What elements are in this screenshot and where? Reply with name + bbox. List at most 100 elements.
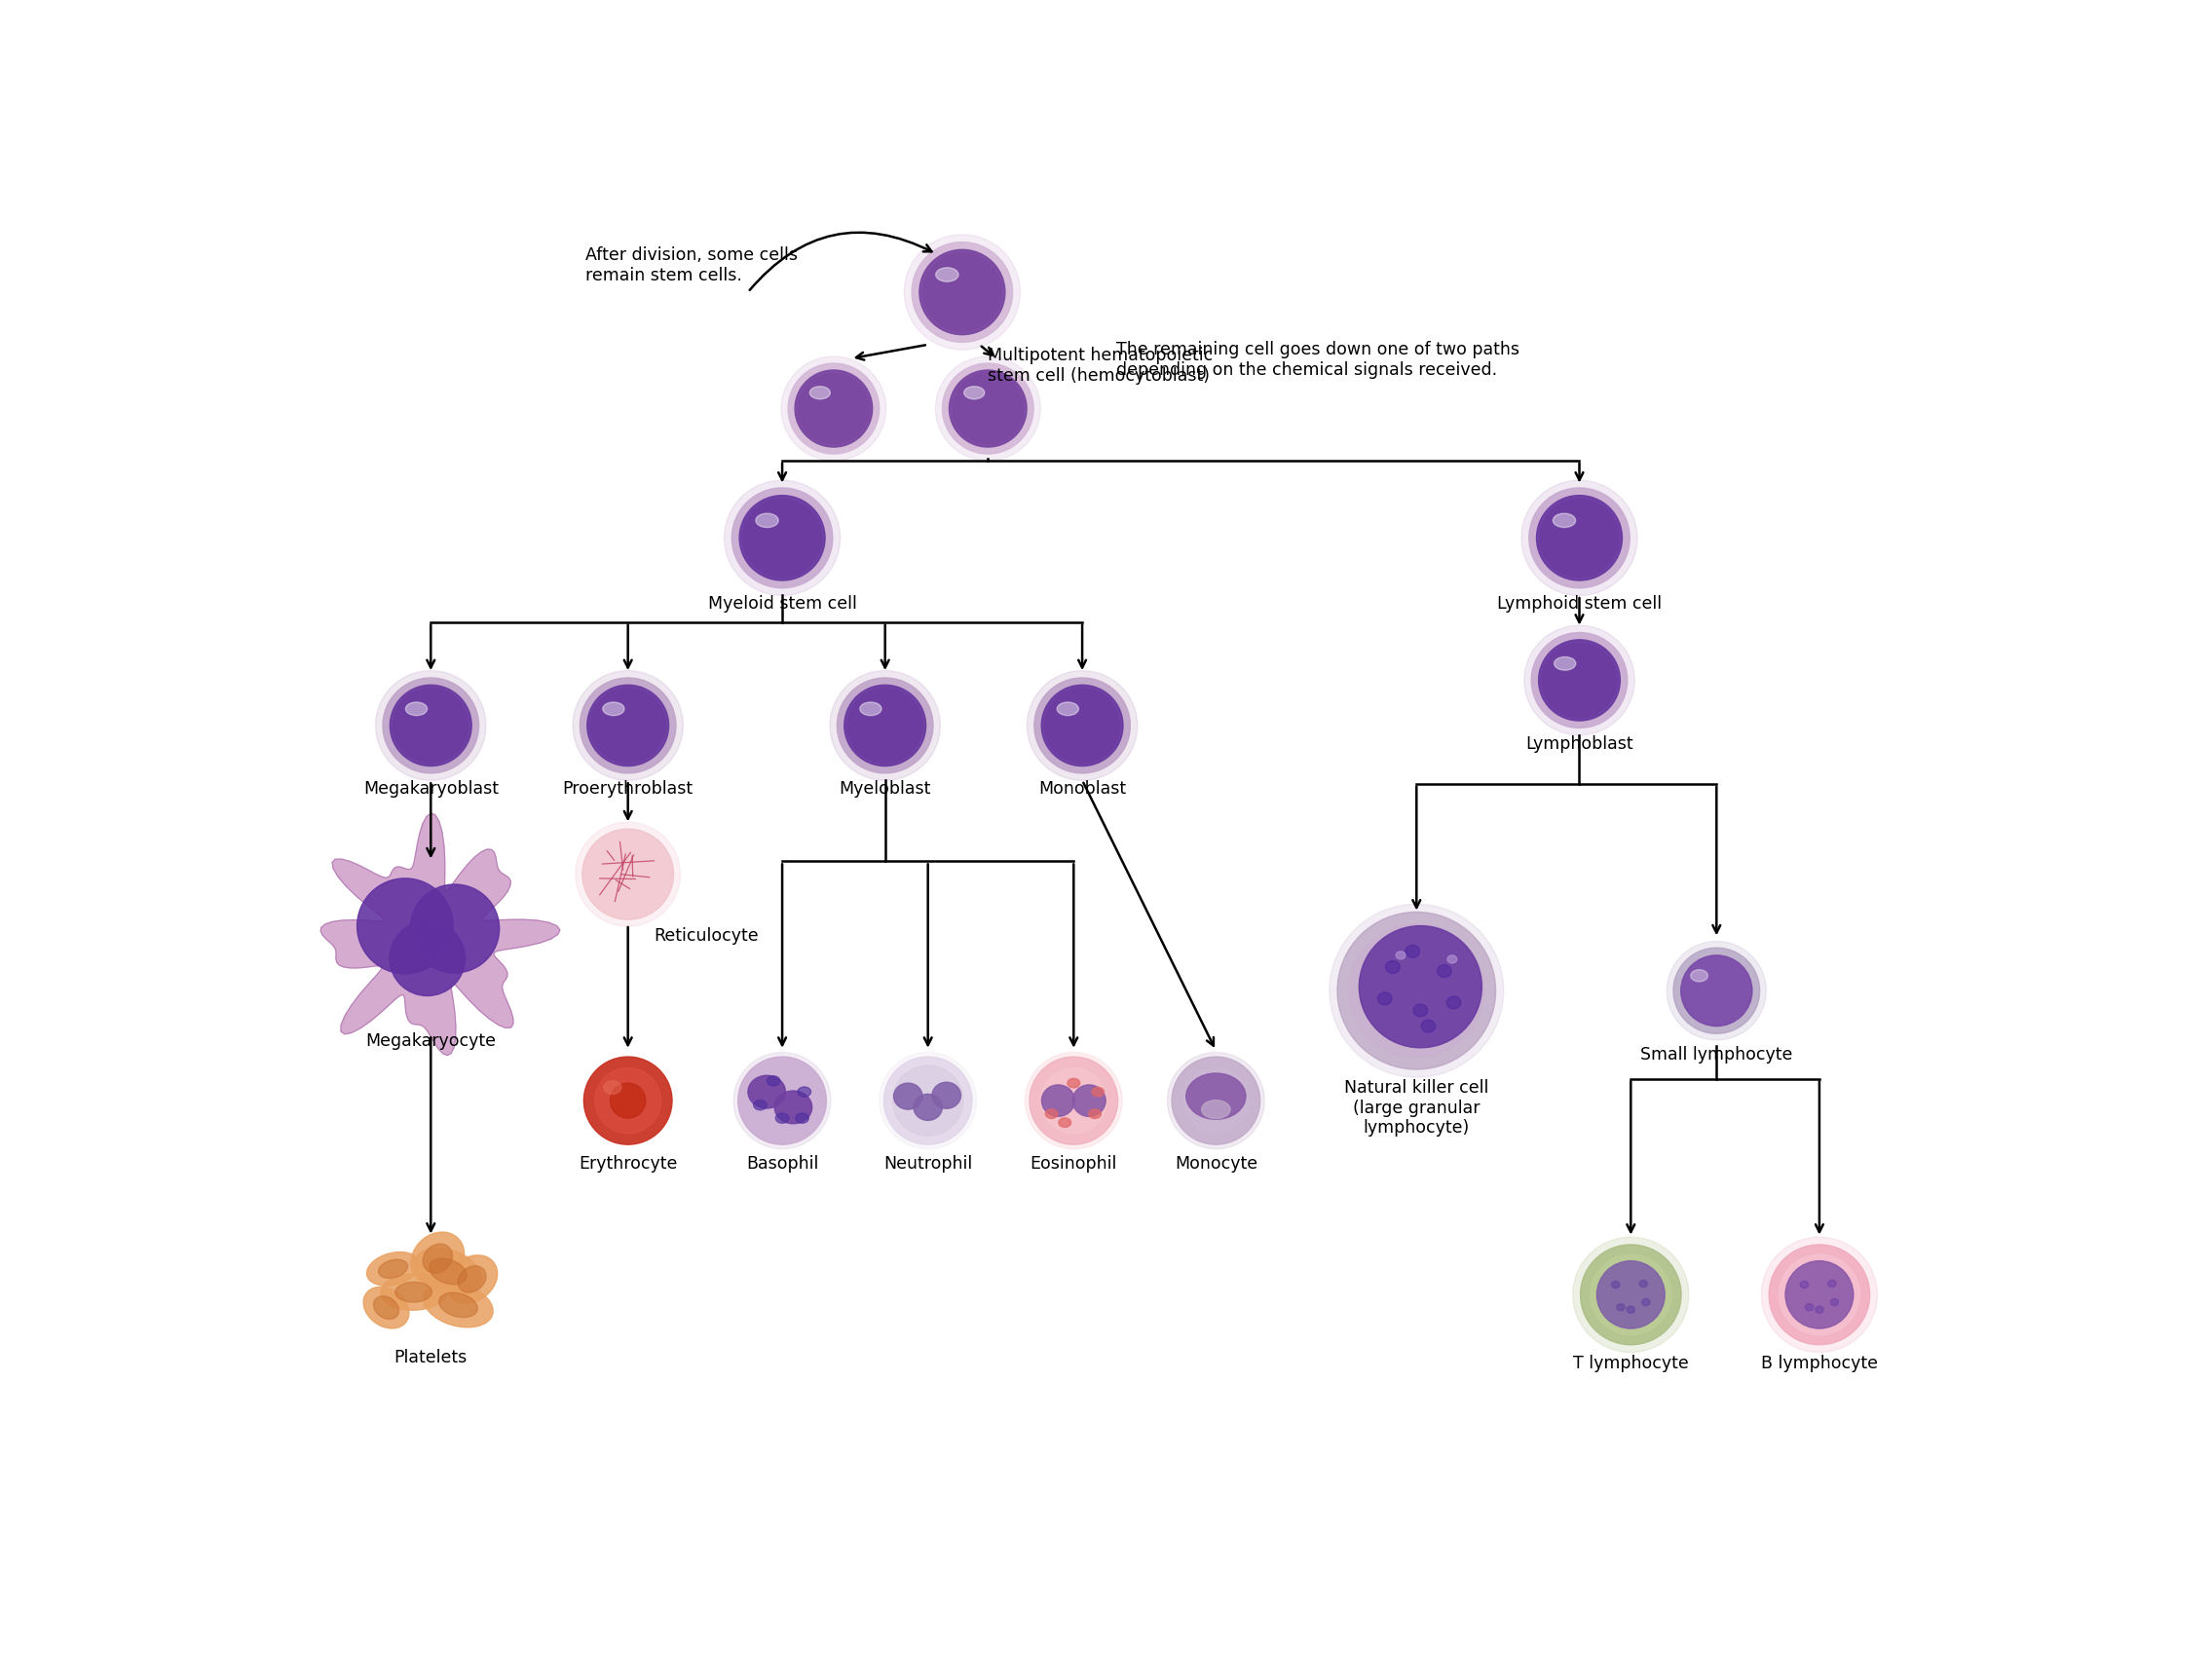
- Ellipse shape: [405, 702, 427, 716]
- Ellipse shape: [1542, 643, 1617, 717]
- Ellipse shape: [595, 1068, 661, 1134]
- Ellipse shape: [920, 250, 1004, 334]
- Text: Lymphoid stem cell: Lymphoid stem cell: [1498, 595, 1661, 613]
- Ellipse shape: [1537, 496, 1621, 581]
- Ellipse shape: [447, 1255, 498, 1304]
- Ellipse shape: [757, 514, 779, 528]
- Ellipse shape: [1044, 689, 1119, 763]
- Ellipse shape: [1073, 1085, 1106, 1117]
- Ellipse shape: [1770, 1245, 1869, 1344]
- Ellipse shape: [1668, 941, 1765, 1040]
- Ellipse shape: [573, 670, 684, 780]
- Ellipse shape: [409, 884, 500, 973]
- Ellipse shape: [732, 487, 832, 588]
- Ellipse shape: [396, 1282, 431, 1302]
- Text: Proerythroblast: Proerythroblast: [562, 780, 692, 798]
- Ellipse shape: [845, 685, 927, 766]
- Ellipse shape: [1057, 702, 1079, 716]
- Ellipse shape: [389, 685, 471, 766]
- Ellipse shape: [584, 1057, 672, 1144]
- Circle shape: [776, 1114, 790, 1124]
- Ellipse shape: [905, 235, 1020, 349]
- Ellipse shape: [604, 1080, 622, 1094]
- Ellipse shape: [936, 267, 958, 282]
- Circle shape: [796, 1114, 810, 1124]
- Ellipse shape: [1827, 1280, 1836, 1287]
- Ellipse shape: [438, 1292, 478, 1317]
- Ellipse shape: [1201, 1100, 1230, 1119]
- Ellipse shape: [611, 1084, 646, 1119]
- Circle shape: [1060, 1117, 1071, 1127]
- Ellipse shape: [1329, 904, 1504, 1077]
- Ellipse shape: [1785, 1262, 1854, 1329]
- Ellipse shape: [591, 689, 666, 763]
- Ellipse shape: [911, 242, 1013, 343]
- Ellipse shape: [1617, 1304, 1626, 1310]
- Ellipse shape: [1378, 993, 1391, 1005]
- Ellipse shape: [1338, 912, 1495, 1070]
- Text: Multipotent hematopoietic
stem cell (hemocytoblast): Multipotent hematopoietic stem cell (hem…: [989, 348, 1212, 385]
- Text: Platelets: Platelets: [394, 1349, 467, 1366]
- Ellipse shape: [847, 689, 922, 763]
- Text: Megakaryoblast: Megakaryoblast: [363, 780, 498, 798]
- Ellipse shape: [1405, 946, 1420, 958]
- Ellipse shape: [363, 1287, 409, 1329]
- Ellipse shape: [1438, 964, 1451, 978]
- Ellipse shape: [376, 670, 487, 780]
- Ellipse shape: [836, 677, 933, 773]
- Ellipse shape: [787, 363, 878, 454]
- Ellipse shape: [602, 702, 624, 716]
- Text: Monoblast: Monoblast: [1037, 780, 1126, 798]
- Ellipse shape: [1168, 1052, 1265, 1149]
- Ellipse shape: [1183, 1068, 1250, 1134]
- Ellipse shape: [964, 386, 984, 400]
- Ellipse shape: [1672, 948, 1761, 1033]
- Ellipse shape: [774, 1090, 812, 1124]
- Text: Reticulocyte: Reticulocyte: [655, 927, 759, 944]
- Ellipse shape: [380, 1273, 447, 1310]
- Ellipse shape: [1358, 926, 1482, 1048]
- Circle shape: [1093, 1087, 1104, 1097]
- Ellipse shape: [723, 480, 841, 595]
- Ellipse shape: [1042, 685, 1124, 766]
- Ellipse shape: [586, 685, 668, 766]
- Ellipse shape: [1597, 1262, 1666, 1329]
- Ellipse shape: [739, 1057, 827, 1144]
- Ellipse shape: [894, 1065, 962, 1136]
- Text: Basophil: Basophil: [745, 1156, 818, 1173]
- Ellipse shape: [1385, 961, 1400, 973]
- Ellipse shape: [414, 1248, 482, 1295]
- Ellipse shape: [389, 921, 465, 996]
- Ellipse shape: [1042, 1085, 1075, 1117]
- Ellipse shape: [383, 677, 478, 773]
- Ellipse shape: [422, 1243, 453, 1273]
- Ellipse shape: [894, 1084, 922, 1109]
- Ellipse shape: [1413, 1005, 1427, 1016]
- Ellipse shape: [1805, 1304, 1814, 1310]
- Ellipse shape: [1396, 951, 1405, 959]
- Ellipse shape: [1801, 1282, 1807, 1289]
- Ellipse shape: [429, 1258, 467, 1285]
- Text: B lymphocyte: B lymphocyte: [1761, 1354, 1878, 1373]
- Ellipse shape: [1024, 1052, 1121, 1149]
- Ellipse shape: [743, 499, 821, 576]
- Ellipse shape: [1590, 1255, 1670, 1334]
- Ellipse shape: [394, 689, 469, 763]
- Polygon shape: [321, 813, 560, 1055]
- Text: Eosinophil: Eosinophil: [1031, 1156, 1117, 1173]
- Ellipse shape: [575, 822, 681, 926]
- Ellipse shape: [794, 370, 872, 447]
- Ellipse shape: [582, 828, 672, 919]
- Ellipse shape: [1540, 499, 1619, 576]
- Ellipse shape: [1761, 1236, 1878, 1352]
- Ellipse shape: [1531, 633, 1628, 727]
- Ellipse shape: [1540, 640, 1619, 721]
- Circle shape: [1046, 1109, 1057, 1119]
- Text: T lymphocyte: T lymphocyte: [1573, 1354, 1688, 1373]
- Ellipse shape: [860, 702, 880, 716]
- Ellipse shape: [1555, 657, 1575, 670]
- Ellipse shape: [1553, 514, 1575, 528]
- Ellipse shape: [374, 1295, 398, 1319]
- Text: Natural killer cell
(large granular
lymphocyte): Natural killer cell (large granular lymp…: [1345, 1079, 1489, 1137]
- Ellipse shape: [1186, 1074, 1245, 1119]
